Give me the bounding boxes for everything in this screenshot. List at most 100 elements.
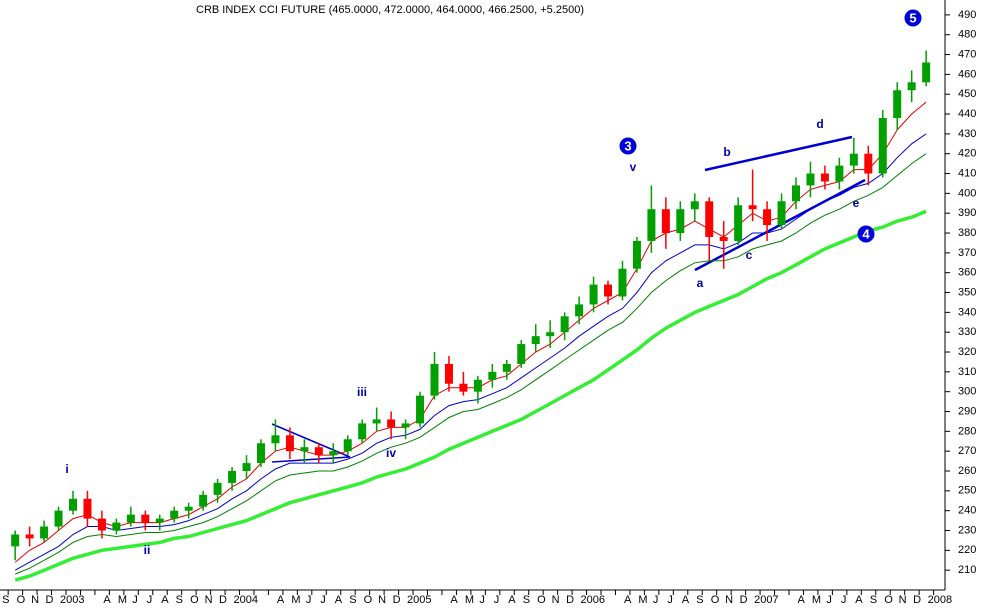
candle-body [575,304,584,317]
wave-marker [619,137,637,155]
candle-body [199,494,208,507]
x-tick-label: J [479,594,485,606]
y-tick-label: 350 [958,286,976,298]
x-tick-label: 2007 [754,594,778,606]
candle-body [792,185,800,202]
y-tick-label: 370 [958,247,976,259]
x-tick-label: S [2,594,9,606]
x-tick-label: O [364,594,373,606]
candle-body [893,90,902,118]
wave-marker-label: 5 [909,10,916,25]
candle-body [126,514,135,523]
wave-label: e [853,196,860,210]
x-tick-label: N [725,594,733,606]
x-tick-label: M [118,594,127,606]
candle-body [54,510,63,527]
candle-body [343,439,352,452]
x-tick-label: 2005 [407,594,431,606]
candle-body [705,201,714,237]
moving-average [14,133,927,571]
x-tick-label: J [306,594,312,606]
candle-body [184,506,193,511]
x-tick-label: 2003 [60,594,84,606]
candle-body [589,284,598,305]
candle-body [647,209,656,241]
x-tick-label: D [219,594,227,606]
candle-body [401,423,410,428]
candle-body [632,240,641,269]
candle-body [387,419,396,428]
candle-body [604,284,613,297]
x-tick-label: O [711,594,720,606]
y-tick-label: 300 [958,386,976,398]
candle-body [864,153,873,174]
x-tick-label: D [566,594,574,606]
x-tick-label: S [349,594,356,606]
candle-body [618,268,627,297]
y-tick-label: 490 [958,9,976,21]
wave-label: ii [144,543,151,557]
y-tick-label: 360 [958,267,976,279]
x-tick-label: J [667,594,673,606]
candle-body [676,209,685,234]
trend-line [704,135,853,172]
y-tick-label: 380 [958,227,976,239]
candle-body [213,482,222,495]
y-tick-label: 320 [958,346,976,358]
x-tick-label: N [552,594,560,606]
wave-marker-label: 3 [624,138,631,153]
candle-body [11,534,20,547]
wave-label: c [746,248,753,262]
wave-label: i [65,462,68,476]
x-tick-label: A [855,594,863,606]
x-tick-label: M [291,594,300,606]
candle-body [329,451,338,456]
x-tick-label: S [176,594,183,606]
candle-body [228,471,237,483]
wave-label: b [723,145,730,159]
candle-body [314,447,323,456]
candle-body [430,363,439,396]
candle-body [661,209,670,234]
x-tick-label: A [682,594,690,606]
candle-body [285,435,294,452]
wave-marker-label: 4 [862,226,870,241]
candle-body [256,443,265,464]
y-tick-label: 340 [958,306,976,318]
wave-label: iii [357,385,367,399]
candle-body [271,435,280,444]
candle-body [719,236,728,241]
candle-body [473,379,482,392]
y-tick-label: 240 [958,505,976,517]
wave-marker [904,9,922,27]
candle-body [560,316,569,333]
y-tick-label: 450 [958,88,976,100]
candle-body [300,447,309,452]
candle-body [502,363,511,372]
x-tick-label: D [740,594,748,606]
candle-body [242,463,251,472]
x-tick-label: A [335,594,343,606]
candle-body [546,332,555,337]
x-tick-label: A [624,594,632,606]
y-tick-label: 250 [958,485,976,497]
x-tick-label: J [826,594,832,606]
x-tick-label: A [508,594,516,606]
wave-label: iv [386,446,396,460]
y-tick-label: 410 [958,167,976,179]
x-tick-label: J [841,594,847,606]
chart-title: CRB INDEX CCI FUTURE (465.0000, 472.0000… [196,4,584,16]
candle-body [372,419,381,424]
candle-body [690,201,699,210]
y-tick-label: 390 [958,207,976,219]
candle-body [170,510,179,519]
candle-body [922,62,931,83]
candle-body [531,336,540,345]
x-tick-label: O [190,594,199,606]
x-tick-label: 2004 [234,594,258,606]
y-tick-label: 230 [958,524,976,536]
candle-body [459,383,468,392]
x-tick-label: A [450,594,458,606]
x-tick-label: O [537,594,546,606]
x-tick-label: J [132,594,138,606]
